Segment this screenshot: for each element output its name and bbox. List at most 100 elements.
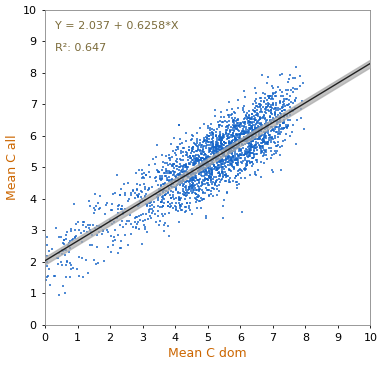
Point xyxy=(211,151,217,157)
Point xyxy=(211,152,217,158)
Point xyxy=(229,151,235,157)
Point xyxy=(267,93,273,99)
Point xyxy=(190,144,196,150)
Point xyxy=(219,156,225,162)
Point xyxy=(75,219,81,225)
Point xyxy=(255,126,262,132)
Point xyxy=(227,149,233,154)
Point xyxy=(226,135,232,141)
Point xyxy=(204,135,210,141)
Point xyxy=(245,120,251,126)
Point xyxy=(185,164,191,170)
Point xyxy=(211,153,218,159)
Point xyxy=(243,149,249,155)
Point xyxy=(241,124,247,130)
Point xyxy=(231,145,237,151)
Point xyxy=(259,147,265,153)
Point xyxy=(114,216,120,221)
Point xyxy=(194,177,200,183)
Point xyxy=(208,177,214,183)
Point xyxy=(286,76,292,82)
Point xyxy=(246,134,252,140)
Point xyxy=(82,224,88,230)
Point xyxy=(238,146,244,152)
Point xyxy=(228,146,234,152)
Point xyxy=(261,113,267,119)
Point xyxy=(86,225,92,231)
Point xyxy=(257,109,263,115)
Point xyxy=(270,101,276,107)
Point xyxy=(87,222,93,228)
Point xyxy=(252,145,259,150)
Point xyxy=(268,96,274,102)
Point xyxy=(241,107,247,113)
Point xyxy=(261,135,267,141)
Point xyxy=(161,187,167,193)
Point xyxy=(232,175,238,181)
Point xyxy=(189,132,195,138)
Point xyxy=(253,157,259,163)
Point xyxy=(228,112,234,118)
Point xyxy=(223,144,229,150)
Point xyxy=(168,195,174,201)
Point xyxy=(219,135,225,141)
Point xyxy=(226,155,232,161)
Point xyxy=(180,183,187,189)
Point xyxy=(277,152,283,158)
Point xyxy=(146,207,152,213)
Point xyxy=(173,186,179,192)
Point xyxy=(249,111,255,117)
Point xyxy=(159,173,165,179)
Point xyxy=(195,157,201,163)
Point xyxy=(246,129,252,135)
Point xyxy=(268,124,275,130)
Point xyxy=(194,182,200,187)
Point xyxy=(238,152,244,158)
Point xyxy=(133,190,139,196)
Point xyxy=(256,120,262,126)
Point xyxy=(85,270,91,276)
Point xyxy=(222,153,228,159)
Point xyxy=(257,106,264,112)
Point xyxy=(143,201,149,207)
Point xyxy=(124,180,131,186)
Point xyxy=(200,197,206,202)
Point xyxy=(218,146,224,152)
Point xyxy=(147,206,153,212)
Point xyxy=(180,178,187,184)
Point xyxy=(165,183,171,188)
Point xyxy=(165,223,171,228)
Point xyxy=(251,127,257,133)
Point xyxy=(200,189,206,195)
Point xyxy=(268,119,275,124)
Point xyxy=(204,154,210,160)
Point xyxy=(275,143,281,149)
Point xyxy=(190,177,196,183)
Point xyxy=(238,121,244,127)
Point xyxy=(229,143,235,149)
Point xyxy=(205,160,211,165)
Point xyxy=(201,169,208,175)
Point xyxy=(190,174,196,180)
Point xyxy=(245,149,251,155)
Point xyxy=(208,179,214,185)
Point xyxy=(139,241,146,247)
Point xyxy=(258,140,264,146)
Point xyxy=(192,178,198,184)
Point xyxy=(233,138,239,143)
Point xyxy=(170,163,176,168)
Text: R²: 0.647: R²: 0.647 xyxy=(55,43,106,53)
Point xyxy=(178,150,184,156)
Point xyxy=(83,229,90,235)
Point xyxy=(206,192,212,198)
Point xyxy=(198,195,204,201)
Point xyxy=(216,153,222,158)
Point xyxy=(177,203,183,209)
Point xyxy=(245,154,251,160)
Point xyxy=(231,147,237,153)
Point xyxy=(220,157,226,163)
Point xyxy=(44,263,51,269)
Point xyxy=(231,123,237,129)
Point xyxy=(244,158,250,164)
Y-axis label: Mean C all: Mean C all xyxy=(6,134,18,200)
